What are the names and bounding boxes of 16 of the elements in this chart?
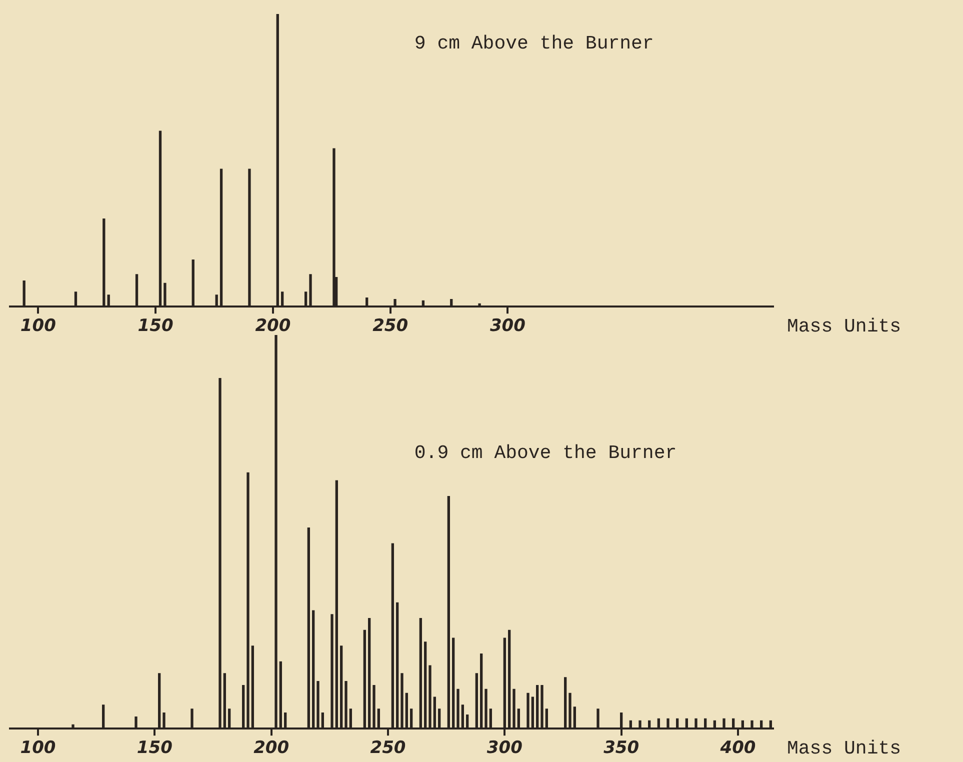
text: 9 cm Above the Burner bbox=[414, 32, 654, 54]
x-tick-label: 250 bbox=[370, 738, 406, 758]
x-tick-label: 300 bbox=[490, 316, 526, 336]
x-tick-label: 200 bbox=[255, 316, 291, 336]
x-tick-label: 150 bbox=[136, 738, 173, 758]
x-tick-label: 100 bbox=[20, 316, 56, 336]
x-tick-label: 200 bbox=[254, 738, 290, 758]
x-tick-label: 300 bbox=[486, 738, 523, 758]
x-tick-label: 100 bbox=[20, 738, 56, 758]
x-tick-label: 150 bbox=[138, 316, 174, 336]
x-axis-title: Mass Units bbox=[787, 316, 902, 338]
x-tick-label: 400 bbox=[719, 738, 756, 758]
x-tick-label: 350 bbox=[604, 738, 640, 758]
text: 0.9 cm Above the Burner bbox=[414, 442, 677, 464]
x-tick-label: 250 bbox=[372, 316, 408, 336]
x-axis-title: Mass Units bbox=[787, 738, 902, 760]
